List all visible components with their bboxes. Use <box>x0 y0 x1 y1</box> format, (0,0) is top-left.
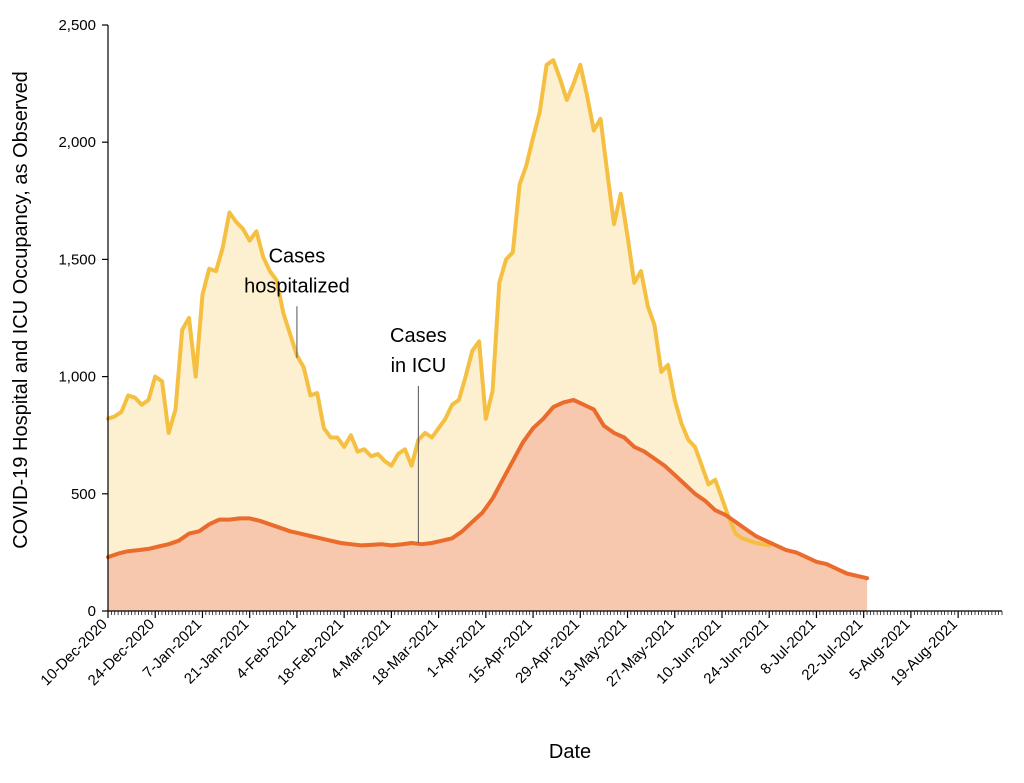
x-axis-title: Date <box>549 741 591 763</box>
y-tick-label: 1,000 <box>58 369 96 386</box>
y-tick-label: 1,500 <box>58 251 96 268</box>
y-tick-label: 0 <box>88 603 96 620</box>
y-axis-title: COVID-19 Hospital and ICU Occupancy, as … <box>10 71 32 549</box>
annotation-label: Cases <box>390 325 447 347</box>
plot-area <box>106 58 870 611</box>
y-tick-label: 2,500 <box>58 17 96 34</box>
y-tick-label: 500 <box>71 486 96 503</box>
y-tick-label: 2,000 <box>58 134 96 151</box>
annotation-label: Cases <box>269 245 326 267</box>
annotations: Cases hospitalized Cases in ICU <box>244 245 447 544</box>
icu-line <box>106 398 870 581</box>
icu-area <box>108 400 868 611</box>
annotation-label: in ICU <box>391 355 447 377</box>
hospital-line <box>106 58 772 548</box>
annotation-label: hospitalized <box>244 275 350 297</box>
